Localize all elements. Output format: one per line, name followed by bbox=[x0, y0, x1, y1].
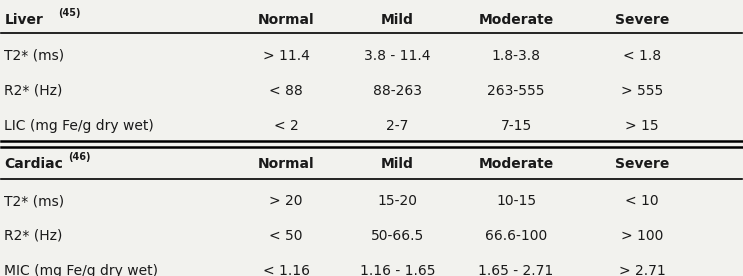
Text: < 2: < 2 bbox=[274, 119, 299, 133]
Text: Mild: Mild bbox=[381, 13, 414, 27]
Text: > 11.4: > 11.4 bbox=[263, 49, 310, 63]
Text: MIC (mg Fe/g dry wet): MIC (mg Fe/g dry wet) bbox=[4, 264, 158, 276]
Text: 66.6-100: 66.6-100 bbox=[485, 229, 548, 243]
Text: 263-555: 263-555 bbox=[487, 84, 545, 98]
Text: T2* (ms): T2* (ms) bbox=[4, 194, 65, 208]
Text: Liver: Liver bbox=[4, 13, 43, 27]
Text: > 100: > 100 bbox=[621, 229, 663, 243]
Text: < 1.16: < 1.16 bbox=[263, 264, 310, 276]
Text: > 20: > 20 bbox=[270, 194, 303, 208]
Text: 10-15: 10-15 bbox=[496, 194, 536, 208]
Text: < 50: < 50 bbox=[270, 229, 303, 243]
Text: 7-15: 7-15 bbox=[501, 119, 532, 133]
Text: 1.16 - 1.65: 1.16 - 1.65 bbox=[360, 264, 435, 276]
Text: T2* (ms): T2* (ms) bbox=[4, 49, 65, 63]
Text: 15-20: 15-20 bbox=[377, 194, 418, 208]
Text: Severe: Severe bbox=[615, 13, 669, 27]
Text: R2* (Hz): R2* (Hz) bbox=[4, 84, 62, 98]
Text: > 555: > 555 bbox=[621, 84, 663, 98]
Text: Normal: Normal bbox=[258, 13, 314, 27]
Text: 1.8-3.8: 1.8-3.8 bbox=[492, 49, 541, 63]
Text: > 2.71: > 2.71 bbox=[619, 264, 666, 276]
Text: Cardiac: Cardiac bbox=[4, 157, 63, 171]
Text: (46): (46) bbox=[68, 152, 91, 162]
Text: 2-7: 2-7 bbox=[386, 119, 409, 133]
Text: Moderate: Moderate bbox=[478, 13, 554, 27]
Text: Mild: Mild bbox=[381, 157, 414, 171]
Text: 50-66.5: 50-66.5 bbox=[371, 229, 424, 243]
Text: LIC (mg Fe/g dry wet): LIC (mg Fe/g dry wet) bbox=[4, 119, 154, 133]
Text: (45): (45) bbox=[58, 8, 80, 18]
Text: < 1.8: < 1.8 bbox=[623, 49, 661, 63]
Text: R2* (Hz): R2* (Hz) bbox=[4, 229, 62, 243]
Text: 3.8 - 11.4: 3.8 - 11.4 bbox=[364, 49, 431, 63]
Text: 88-263: 88-263 bbox=[373, 84, 422, 98]
Text: Moderate: Moderate bbox=[478, 157, 554, 171]
Text: 1.65 - 2.71: 1.65 - 2.71 bbox=[478, 264, 554, 276]
Text: > 15: > 15 bbox=[626, 119, 659, 133]
Text: < 10: < 10 bbox=[626, 194, 659, 208]
Text: < 88: < 88 bbox=[270, 84, 303, 98]
Text: Severe: Severe bbox=[615, 157, 669, 171]
Text: Normal: Normal bbox=[258, 157, 314, 171]
